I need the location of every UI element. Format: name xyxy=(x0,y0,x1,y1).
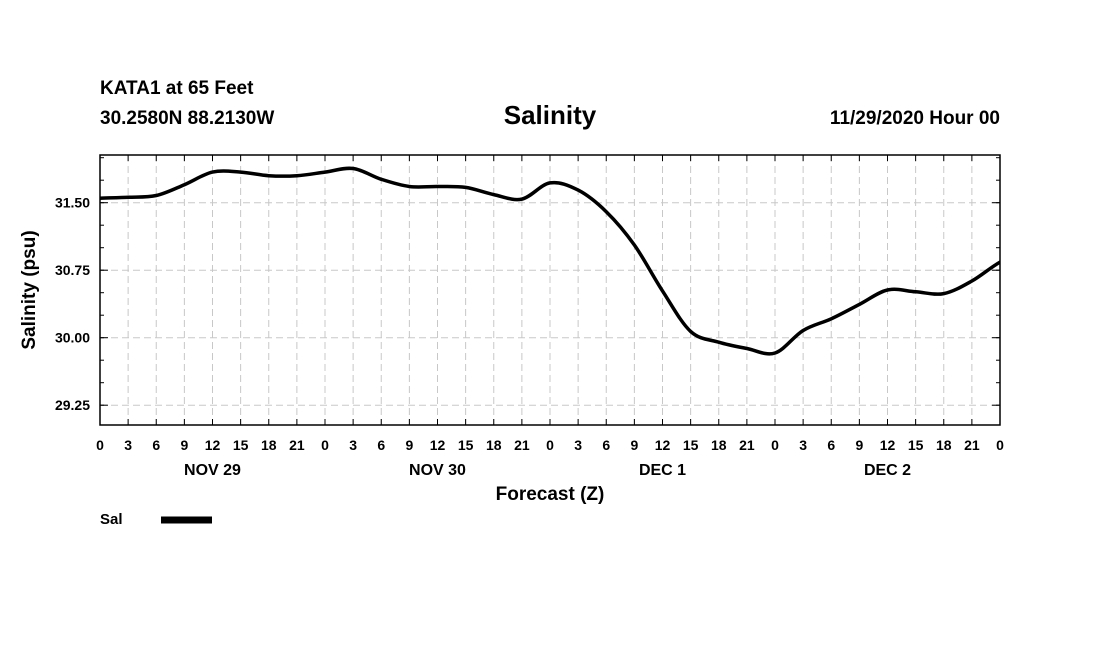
y-tick-label: 29.25 xyxy=(55,397,90,413)
x-tick-label: 21 xyxy=(514,437,530,453)
x-tick-label: 6 xyxy=(152,437,160,453)
y-tick-label: 30.00 xyxy=(55,330,90,346)
y-axis: 29.25 30.00 30.75 31.50 xyxy=(55,157,1000,413)
x-tick-label: 0 xyxy=(996,437,1004,453)
day-label: NOV 30 xyxy=(409,462,466,479)
coords-label: 30.2580N 88.2130W xyxy=(100,108,274,129)
day-label: DEC 2 xyxy=(864,462,911,479)
x-axis: 0 3 6 9 12 15 18 21 0 3 6 9 12 15 18 21 0 3 6 9 12 15 18 21 0 3 6 9… xyxy=(96,155,1004,453)
x-tick-label: 21 xyxy=(739,437,755,453)
x-tick-label: 18 xyxy=(261,437,277,453)
x-tick-label: 6 xyxy=(827,437,835,453)
x-tick-label: 18 xyxy=(711,437,727,453)
day-labels: NOV 29 NOV 30 DEC 1 DEC 2 xyxy=(184,462,911,479)
x-tick-label: 12 xyxy=(655,437,671,453)
y-tick-label: 30.75 xyxy=(55,262,90,278)
x-tick-label: 21 xyxy=(289,437,305,453)
x-tick-label: 18 xyxy=(936,437,952,453)
x-tick-label: 9 xyxy=(630,437,638,453)
run-time-label: 11/29/2020 Hour 00 xyxy=(830,108,1000,129)
station-label: KATA1 at 65 Feet xyxy=(100,78,254,99)
x-tick-label: 0 xyxy=(96,437,104,453)
x-tick-label: 0 xyxy=(546,437,554,453)
x-tick-label: 9 xyxy=(405,437,413,453)
x-tick-label: 21 xyxy=(964,437,980,453)
y-tick-label: 31.50 xyxy=(55,195,90,211)
series-line-sal xyxy=(100,166,1000,356)
x-tick-label: 15 xyxy=(458,437,474,453)
x-tick-label: 6 xyxy=(377,437,385,453)
chart-title: Salinity xyxy=(504,100,597,130)
x-axis-title: Forecast (Z) xyxy=(496,484,605,505)
x-tick-label: 6 xyxy=(602,437,610,453)
day-label: NOV 29 xyxy=(184,462,241,479)
x-tick-label: 9 xyxy=(855,437,863,453)
x-tick-label: 12 xyxy=(880,437,896,453)
x-tick-label: 18 xyxy=(486,437,502,453)
x-tick-label: 15 xyxy=(233,437,249,453)
x-tick-label: 12 xyxy=(205,437,221,453)
x-tick-label: 15 xyxy=(683,437,699,453)
x-tick-label: 3 xyxy=(574,437,582,453)
x-tick-label: 0 xyxy=(321,437,329,453)
y-axis-title: Salinity (psu) xyxy=(19,230,40,349)
x-tick-label: 0 xyxy=(771,437,779,453)
grid-layer xyxy=(100,155,1000,425)
day-label: DEC 1 xyxy=(639,462,686,479)
x-tick-label: 9 xyxy=(180,437,188,453)
x-tick-label: 3 xyxy=(799,437,807,453)
legend-label: Sal xyxy=(100,511,123,528)
x-tick-label: 15 xyxy=(908,437,924,453)
series-layer xyxy=(100,166,1000,356)
x-tick-label: 3 xyxy=(349,437,357,453)
x-tick-label: 3 xyxy=(124,437,132,453)
x-tick-label: 12 xyxy=(430,437,446,453)
